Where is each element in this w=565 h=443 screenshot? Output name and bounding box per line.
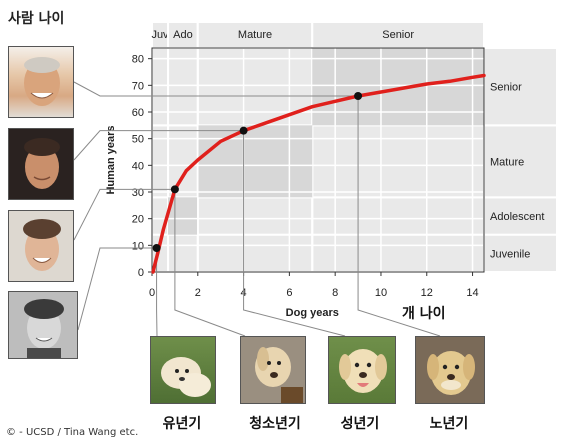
dog-stage-label: Ado — [173, 29, 193, 41]
x-tick-label: 14 — [466, 287, 478, 299]
stage-overlap-box — [168, 197, 198, 235]
y-tick-label: 20 — [132, 214, 144, 226]
dog-stage-label-adult: 성년기 — [340, 416, 380, 432]
x-tick-label: 2 — [195, 287, 201, 299]
x-tick-label: 10 — [375, 287, 387, 299]
x-tick-label: 8 — [332, 287, 338, 299]
y-tick-label: 50 — [132, 134, 144, 146]
x-tick-label: 0 — [149, 287, 155, 299]
y-tick-label: 30 — [132, 187, 144, 199]
dog-stage-label-adolescent: 청소년기 — [249, 416, 301, 432]
human-leader-line — [73, 81, 359, 97]
human-leader-line — [77, 247, 157, 331]
y-tick-label: 0 — [138, 267, 144, 279]
puppy-icon — [150, 336, 216, 404]
dog-stage-label-juvenile: 유년기 — [162, 416, 202, 432]
young-dog-icon — [240, 336, 306, 404]
human-teen-face-icon — [8, 210, 74, 282]
x-tick-label: 6 — [286, 287, 292, 299]
stage-data-point — [170, 185, 179, 194]
human-leader-line — [73, 130, 244, 161]
dog-leader-line — [243, 130, 346, 337]
human-stage-label: Juvenile — [490, 248, 530, 260]
stage-overlap-box — [312, 48, 484, 126]
y-tick-label: 40 — [132, 160, 144, 172]
y-tick-label: 10 — [132, 240, 144, 252]
human-age-title: 사람 나이 — [8, 11, 65, 27]
human-adult-face-icon — [8, 46, 74, 118]
dog-age-title: 개 나이 — [402, 305, 446, 322]
dog-stage-label: Juv — [151, 29, 169, 41]
plot-frame — [151, 47, 485, 273]
y-tick-label: 60 — [132, 107, 144, 119]
stage-data-point — [354, 92, 363, 100]
dog-stage-label: Senior — [382, 29, 414, 41]
human-child-face-icon — [8, 291, 78, 359]
senior-dog-icon — [415, 336, 485, 404]
dog-leader-line — [357, 96, 441, 337]
y-axis-title: Human years — [105, 125, 117, 194]
dog-stage-label-senior: 노년기 — [429, 416, 469, 432]
stage-overlap-box — [197, 125, 313, 198]
human-stage-label: Mature — [490, 156, 524, 168]
x-axis-title: Dog years — [286, 307, 339, 319]
age-conversion-curve — [151, 73, 486, 274]
human-leader-line — [73, 188, 175, 241]
dog-stage-band — [311, 21, 485, 49]
dog-stage-label: Mature — [238, 29, 272, 41]
adult-dog-icon — [328, 336, 396, 404]
dog-leader-line — [174, 189, 246, 337]
human-stage-label: Adolescent — [490, 211, 544, 223]
human-stage-label: Senior — [490, 82, 522, 94]
stage-data-point — [239, 126, 248, 135]
human-young-adult-face-icon — [8, 128, 74, 200]
y-tick-label: 70 — [132, 80, 144, 92]
stage-data-point — [152, 244, 161, 252]
y-tick-label: 80 — [132, 54, 144, 66]
credit-text: © - UCSD / Tina Wang etc. — [6, 427, 139, 438]
x-tick-label: 12 — [421, 287, 433, 299]
